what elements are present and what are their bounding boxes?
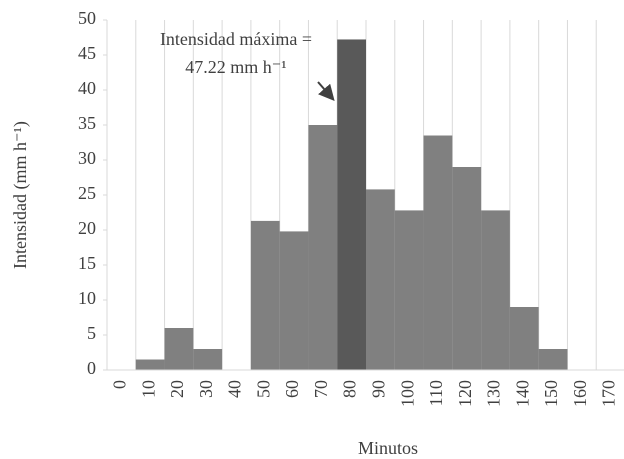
x-tick-label: 90 [369,380,389,398]
bar [538,349,568,370]
x-tick-label: 0 [110,380,130,389]
bar [452,167,482,370]
x-tick-label: 30 [196,380,216,398]
x-tick-label: 170 [599,380,619,407]
bar [250,220,280,370]
x-tick-label: 20 [167,380,187,398]
x-tick-label: 40 [225,380,245,398]
x-tick-label: 10 [138,380,158,398]
y-tick-label: 20 [78,218,96,238]
y-axis-label: Intensidad (mm h⁻¹) [10,121,31,269]
bar [135,359,165,370]
y-tick-label: 40 [78,78,96,98]
x-axis-label: Minutos [358,438,418,458]
y-tick-label: 35 [78,113,96,133]
bar [423,135,453,370]
x-tick-label: 100 [397,380,417,407]
y-tick-label: 5 [87,323,96,343]
x-tick-label: 160 [570,380,590,407]
y-tick-label: 25 [78,183,96,203]
y-tick-label: 45 [78,43,96,63]
x-tick-label: 120 [455,380,475,407]
bar [509,307,539,370]
bar [279,231,309,370]
annotation: 47.22 mm h⁻¹ [185,57,286,77]
y-tick-label: 50 [78,8,96,28]
y-tick-label: 15 [78,253,96,273]
bar [481,210,510,370]
y-tick-label: 10 [78,288,96,308]
x-tick-label: 80 [340,380,360,398]
bar [193,349,223,370]
y-tick-label: 0 [87,358,96,378]
x-tick-label: 150 [541,380,561,407]
annotation-arrow [317,81,335,102]
x-tick-label: 70 [311,380,331,398]
bar [337,39,366,371]
bar [366,189,395,370]
x-tick-label: 50 [253,380,273,398]
bar [308,125,338,370]
x-tick-label: 140 [512,380,532,407]
bar [164,328,194,370]
x-tick-label: 130 [484,380,504,407]
bar [394,210,424,370]
x-tick-label: 110 [426,380,446,406]
x-tick-label: 60 [282,380,302,398]
annotation: Intensidad máxima = [160,29,312,49]
y-tick-label: 30 [78,148,96,168]
